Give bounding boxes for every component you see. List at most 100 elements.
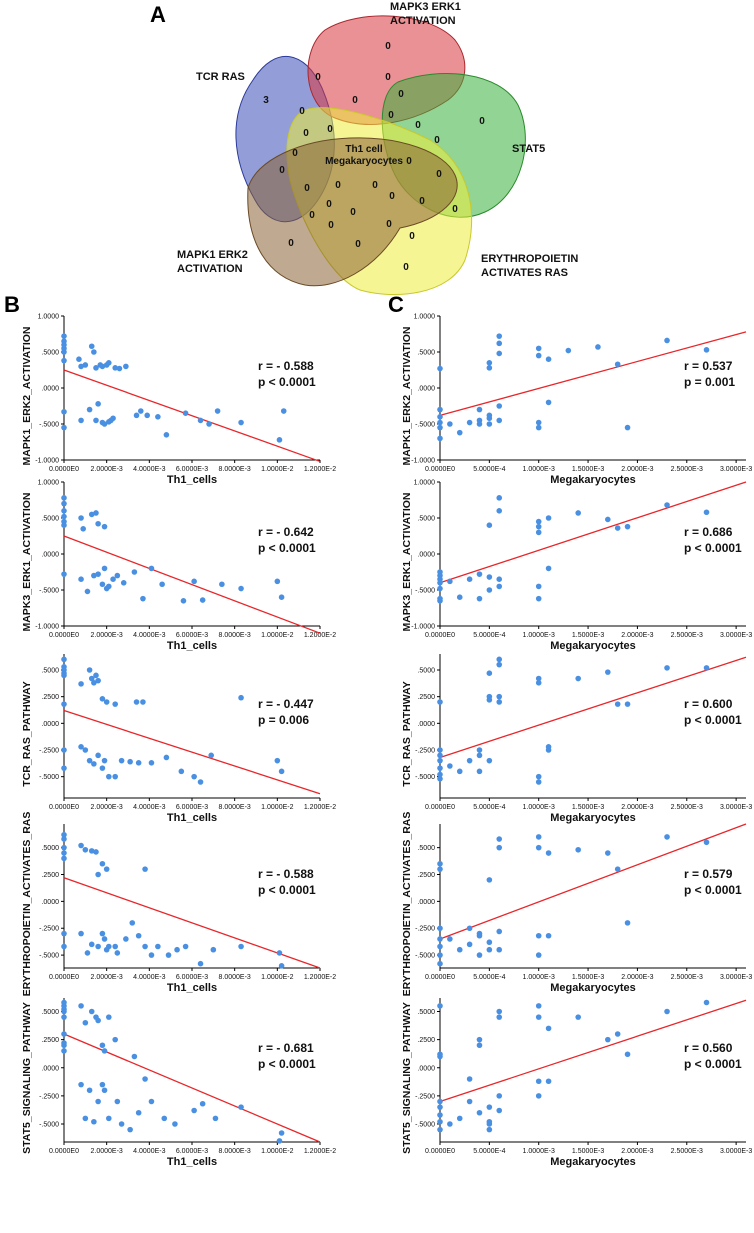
x-tick-label: 2.5000E-3 bbox=[671, 1148, 703, 1155]
data-point bbox=[545, 932, 552, 939]
data-point bbox=[456, 1115, 463, 1122]
venn-count: 0 bbox=[419, 196, 425, 207]
data-point bbox=[135, 1109, 142, 1116]
data-point bbox=[78, 930, 84, 937]
y-tick-label: .2500 bbox=[41, 694, 59, 701]
x-tick-label: 8.0000E-3 bbox=[219, 1148, 251, 1155]
stat-r: r = 0.537 bbox=[684, 359, 733, 373]
venn-count: 0 bbox=[335, 180, 341, 191]
data-point bbox=[466, 941, 473, 948]
x-tick-label: 2.0000E-3 bbox=[621, 632, 653, 639]
data-point bbox=[114, 572, 121, 579]
data-point bbox=[278, 768, 285, 775]
data-point bbox=[437, 580, 443, 586]
stat-p: p = 0.001 bbox=[684, 375, 735, 389]
data-point bbox=[88, 1008, 95, 1015]
regression-line bbox=[439, 999, 747, 1103]
data-point bbox=[99, 363, 106, 370]
y-tick-label: -.2500 bbox=[415, 748, 435, 755]
venn-count: 0 bbox=[406, 156, 412, 167]
data-point bbox=[496, 1014, 503, 1020]
x-tick-label: 3.0000E-3 bbox=[720, 804, 752, 811]
x-tick-label: 8.0000E-3 bbox=[219, 974, 251, 981]
x-tick-label: 0.0000E0 bbox=[49, 804, 79, 811]
venn-label-epo-line1: ERYTHROPOIETIN bbox=[481, 253, 578, 265]
x-axis-label: Th1_cells bbox=[167, 640, 217, 652]
data-point bbox=[437, 1112, 443, 1118]
stat-r: r = - 0.642 bbox=[258, 525, 314, 539]
data-point bbox=[135, 760, 142, 766]
data-point bbox=[95, 1098, 101, 1105]
y-tick-label: .2500 bbox=[417, 872, 435, 879]
x-tick-label: 6.0000E-3 bbox=[176, 974, 208, 981]
data-point bbox=[93, 365, 99, 371]
x-tick-label: 2.0000E-3 bbox=[91, 466, 123, 473]
data-point bbox=[93, 849, 99, 855]
data-point bbox=[664, 834, 670, 840]
data-point bbox=[112, 943, 118, 950]
y-tick-label: 1.0000 bbox=[414, 480, 436, 487]
data-point bbox=[112, 701, 118, 707]
data-point bbox=[123, 936, 129, 942]
x-tick-label: 0.0000E0 bbox=[425, 804, 455, 811]
venn-count: 0 bbox=[279, 165, 285, 176]
y-tick-label: .5000 bbox=[41, 845, 59, 852]
data-point bbox=[116, 365, 123, 372]
x-axis-label: Megakaryocytes bbox=[550, 982, 636, 994]
data-point bbox=[614, 525, 621, 531]
data-point bbox=[148, 565, 155, 572]
data-point bbox=[95, 1017, 101, 1024]
data-point bbox=[91, 572, 97, 579]
scatter-plot-b5: .5000 .2500 .0000 -.2500 -.5000 0.0000E0 2.000… bbox=[21, 998, 336, 1168]
data-point bbox=[61, 1008, 67, 1015]
y-tick-label: -1.0000 bbox=[35, 458, 59, 465]
data-point bbox=[476, 421, 483, 427]
data-point bbox=[95, 520, 101, 527]
data-point bbox=[78, 744, 84, 750]
data-point bbox=[280, 408, 287, 414]
data-point bbox=[182, 943, 189, 950]
data-point bbox=[95, 752, 101, 759]
data-point bbox=[86, 667, 93, 673]
data-point bbox=[180, 598, 187, 604]
data-point bbox=[197, 960, 204, 967]
y-tick-label: -.5000 bbox=[415, 774, 435, 781]
y-tick-label: .5000 bbox=[417, 845, 435, 852]
data-point bbox=[545, 850, 552, 856]
data-point bbox=[76, 356, 82, 363]
data-point bbox=[106, 1115, 112, 1122]
data-point bbox=[437, 752, 443, 759]
y-tick-label: .0000 bbox=[41, 386, 59, 393]
data-point bbox=[191, 578, 197, 585]
venn-count: 0 bbox=[352, 95, 358, 106]
data-point bbox=[278, 594, 285, 600]
data-point bbox=[142, 1076, 148, 1082]
data-point bbox=[61, 850, 67, 856]
data-point bbox=[112, 1036, 118, 1043]
data-point bbox=[61, 513, 67, 520]
y-axis-label: TCR_RAS_PATHWAY bbox=[21, 681, 33, 786]
venn-label-mapk1-line2: ACTIVATION bbox=[177, 263, 243, 275]
data-point bbox=[106, 583, 112, 590]
scatter-plot-b3: .5000 .2500 .0000 -.2500 -.5000 0.0000E0 2.000… bbox=[21, 654, 336, 824]
y-tick-label: .0000 bbox=[417, 899, 435, 906]
venn-count: 0 bbox=[315, 72, 321, 83]
data-point bbox=[456, 768, 463, 775]
data-point bbox=[133, 699, 140, 705]
data-point bbox=[535, 583, 542, 590]
data-point bbox=[238, 943, 244, 950]
venn-count: 0 bbox=[436, 169, 442, 180]
data-point bbox=[99, 581, 106, 588]
data-point bbox=[486, 946, 493, 953]
venn-count: 0 bbox=[288, 238, 294, 249]
y-tick-label: .2500 bbox=[417, 1037, 435, 1044]
data-point bbox=[486, 1126, 493, 1133]
y-tick-label: -.2500 bbox=[39, 926, 59, 933]
y-tick-label: -.5000 bbox=[39, 1122, 59, 1129]
venn-count: 0 bbox=[409, 231, 415, 242]
y-tick-label: -.2500 bbox=[39, 1093, 59, 1100]
data-point bbox=[437, 960, 443, 967]
data-point bbox=[535, 675, 542, 682]
y-tick-label: -1.0000 bbox=[411, 458, 435, 465]
